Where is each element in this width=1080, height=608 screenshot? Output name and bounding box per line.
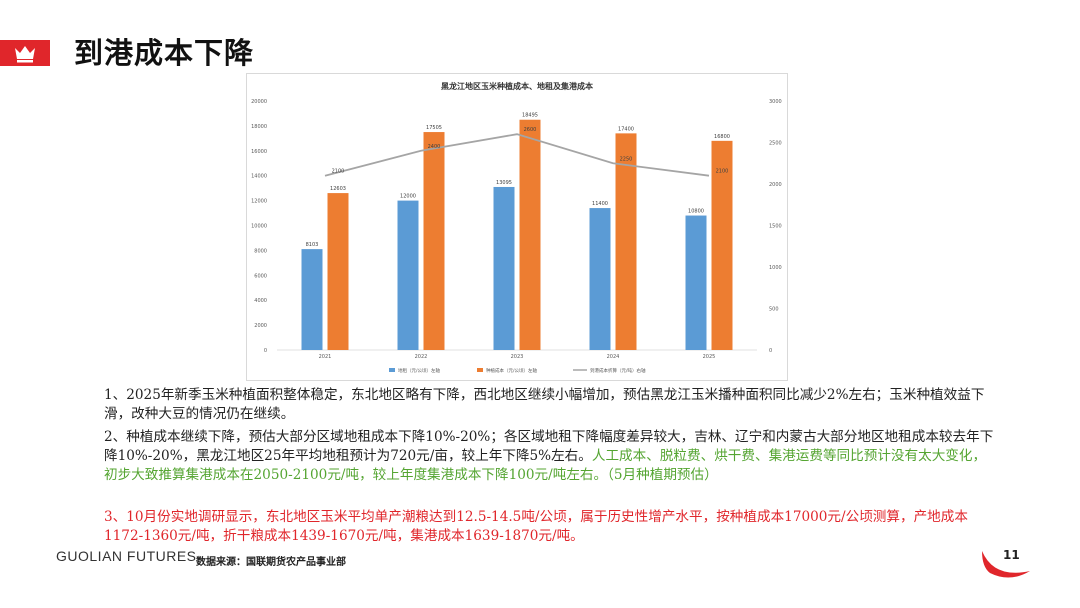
chart-title: 黑龙江地区玉米种植成本、地租及集港成本 [441, 81, 593, 91]
y-left-tick-label: 20000 [251, 99, 267, 105]
y-right-tick-label: 3000 [769, 99, 782, 105]
page-title: 到港成本下降 [74, 36, 255, 70]
line-data-label: 2100 [332, 169, 345, 175]
line-data-label: 2600 [524, 127, 537, 133]
x-tick-label: 2024 [607, 354, 620, 360]
x-tick-label: 2023 [511, 354, 524, 360]
y-left-tick-label: 2000 [254, 323, 267, 329]
y-right-tick-label: 1500 [769, 224, 782, 230]
legend-swatch [389, 368, 395, 372]
y-right-tick-label: 1000 [769, 265, 782, 271]
paragraph-2-main: 2、种植成本继续下降，预估大部分区域地租成本下降10%-20%；各区域地租下降幅… [104, 429, 994, 464]
x-tick-label: 2022 [415, 354, 428, 360]
bar-planting-cost [615, 133, 637, 350]
bar-planting-cost [327, 193, 349, 350]
y-left-tick-label: 14000 [251, 174, 267, 180]
y-left-tick-label: 0 [264, 348, 267, 354]
legend-label: 种植成本（元/公顷）左轴 [486, 367, 538, 374]
x-tick-label: 2025 [703, 354, 716, 360]
y-left-tick-label: 10000 [251, 224, 267, 230]
paragraph-2-green: 人工成本、脱粒费、烘干费、集港运费等同比预计没有太大变化，初步大致推算集港成本在… [104, 448, 987, 483]
x-tick-label: 2021 [319, 354, 332, 360]
crown-icon [15, 46, 35, 63]
bar-planting-cost [519, 119, 541, 351]
bar-data-label: 11400 [592, 201, 608, 207]
title-badge [0, 40, 50, 66]
y-left-tick-label: 12000 [251, 199, 267, 205]
legend-label: 地租（元/公顷）左轴 [398, 367, 441, 374]
bar-data-label: 10800 [688, 209, 704, 215]
y-left-tick-label: 4000 [254, 298, 267, 304]
bar-rent [301, 249, 323, 350]
bar-data-label: 17400 [618, 126, 634, 132]
bar-data-label: 12000 [400, 194, 416, 200]
legend-label: 到港成本折算（元/吨）右轴 [590, 367, 646, 374]
bar-rent [493, 186, 515, 350]
y-right-tick-label: 0 [769, 348, 772, 354]
line-data-label: 2100 [716, 169, 729, 175]
y-right-tick-label: 500 [769, 307, 779, 313]
line-data-label: 2400 [428, 144, 441, 150]
bar-data-label: 13095 [496, 180, 512, 186]
bar-rent [589, 208, 611, 350]
brand-logo-text: GUOLIAN FUTURES [56, 548, 197, 564]
chart-container: 黑龙江地区玉米种植成本、地租及集港成本 0 2000 4000 6000 8000 1000… [246, 73, 788, 381]
legend-swatch [477, 368, 483, 372]
y-left-tick-label: 16000 [251, 149, 267, 155]
y-right-tick-label: 2000 [769, 182, 782, 188]
chart-svg: 黑龙江地区玉米种植成本、地租及集港成本 0 2000 4000 6000 8000 1000… [251, 81, 782, 374]
bar-data-label: 17505 [426, 125, 442, 131]
bar-data-label: 16800 [714, 134, 730, 140]
line-port-cost [324, 133, 710, 177]
page-number: 11 [1003, 548, 1020, 562]
bar-planting-cost [711, 140, 733, 350]
y-left-tick-label: 18000 [251, 124, 267, 130]
bar-rent [397, 200, 419, 350]
paragraph-3: 3、10月份实地调研显示，东北地区玉米平均单产潮粮达到12.5-14.5吨/公顷… [104, 509, 968, 544]
bar-data-label: 12603 [330, 186, 346, 192]
bar-data-label: 8103 [306, 242, 319, 248]
y-left-tick-label: 6000 [254, 273, 267, 279]
y-left-tick-label: 8000 [254, 248, 267, 254]
paragraph-2: 2、种植成本继续下降，预估大部分区域地租成本下降10%-20%；各区域地租下降幅… [104, 428, 994, 485]
paragraph-1: 1、2025年新季玉米种植面积整体稳定，东北地区略有下降，西北地区继续小幅增加，… [104, 387, 985, 422]
bar-rent [685, 215, 707, 350]
bar-data-label: 18495 [522, 113, 538, 119]
y-right-tick-label: 2500 [769, 141, 782, 147]
line-data-label: 2250 [620, 156, 633, 162]
swoosh-icon [982, 551, 1030, 578]
bar-planting-cost [423, 132, 445, 350]
data-source: 数据来源：国联期货农产品事业部 [196, 557, 346, 568]
